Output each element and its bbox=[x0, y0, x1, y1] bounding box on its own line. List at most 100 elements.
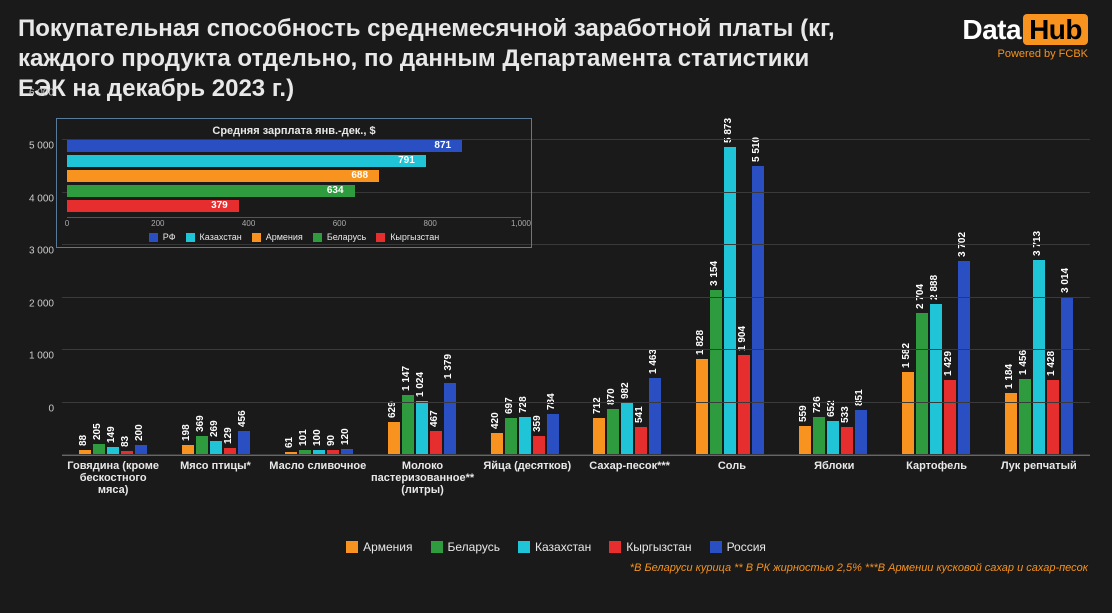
inset-bar-label: 791 bbox=[398, 154, 415, 168]
bar-value-label: 3 154 bbox=[709, 261, 720, 286]
bar-value-label: 369 bbox=[195, 415, 206, 432]
bar: 1 024 bbox=[416, 401, 428, 455]
bar: 5 510 bbox=[752, 166, 764, 455]
bar-value-label: 1 456 bbox=[1018, 350, 1029, 375]
legend-item: Кыргызстан bbox=[609, 540, 691, 554]
y-tick-label: 1 000 bbox=[29, 351, 54, 362]
inset-axis: 02004006008001,000 bbox=[67, 217, 521, 231]
bar-value-label: 88 bbox=[78, 435, 89, 446]
legend-swatch bbox=[710, 541, 722, 553]
legend-label: Армения bbox=[363, 540, 412, 554]
bar: 982 bbox=[621, 403, 633, 455]
bar-value-label: 982 bbox=[620, 383, 631, 400]
y-tick-label: 5 000 bbox=[29, 140, 54, 151]
bar-group: 559726652533851 bbox=[782, 114, 885, 455]
x-axis-labels: Говядина (кроме бескостного мяса)Мясо пт… bbox=[62, 456, 1090, 496]
inset-bar-row: 688 bbox=[67, 169, 521, 183]
legend-swatch bbox=[431, 541, 443, 553]
inset-bars: 871791688634379 bbox=[67, 139, 521, 217]
bar: 3 702 bbox=[958, 261, 970, 455]
legend-label: Кыргызстан bbox=[390, 232, 439, 242]
x-tick-label: Говядина (кроме бескостного мяса) bbox=[62, 456, 164, 496]
bar-value-label: 1 379 bbox=[443, 354, 454, 379]
bar-value-label: 697 bbox=[504, 398, 515, 415]
x-tick-label: Яблоки bbox=[783, 456, 885, 496]
x-tick-label: Яйца (десятков) bbox=[476, 456, 578, 496]
bar-value-label: 726 bbox=[812, 396, 823, 413]
bar-value-label: 1 147 bbox=[401, 366, 412, 391]
x-tick-label: Лук репчатый bbox=[988, 456, 1090, 496]
grid-line bbox=[62, 454, 1090, 455]
logo-part1: Data bbox=[962, 14, 1021, 45]
powered-by: Powered by FCBK bbox=[962, 48, 1088, 60]
legend-item: Россия bbox=[710, 540, 766, 554]
bar-value-label: 851 bbox=[854, 390, 865, 407]
bar: 1 428 bbox=[1047, 380, 1059, 455]
inset-bar-label: 688 bbox=[351, 169, 368, 183]
x-tick-label: Соль bbox=[681, 456, 783, 496]
bar-value-label: 420 bbox=[490, 412, 501, 429]
legend-swatch bbox=[609, 541, 621, 553]
bar: 420 bbox=[491, 433, 503, 455]
bar: 1 582 bbox=[902, 372, 914, 455]
legend-item: Казахстан bbox=[518, 540, 591, 554]
bar-value-label: 269 bbox=[209, 420, 220, 437]
bar-value-label: 1 184 bbox=[1004, 364, 1015, 389]
inset-x-tick: 800 bbox=[424, 219, 437, 228]
inset-bar-row: 379 bbox=[67, 199, 521, 213]
footnote: *В Беларуси курица ** В РК жирностью 2,5… bbox=[0, 554, 1112, 574]
bar-value-label: 629 bbox=[387, 401, 398, 418]
inset-bar-label: 871 bbox=[434, 139, 451, 153]
grid-line bbox=[62, 349, 1090, 350]
bar: 851 bbox=[855, 410, 867, 455]
bar: 2 704 bbox=[916, 313, 928, 455]
bar: 629 bbox=[388, 422, 400, 455]
bar: 467 bbox=[430, 431, 442, 455]
bar: 726 bbox=[813, 417, 825, 455]
bar: 870 bbox=[607, 409, 619, 455]
bar-value-label: 1 024 bbox=[415, 372, 426, 397]
bar-value-label: 90 bbox=[326, 435, 337, 446]
y-tick-label: 6 000 bbox=[29, 88, 54, 99]
inset-bar-label: 379 bbox=[211, 199, 228, 213]
inset-title: Средняя зарплата янв.-дек., $ bbox=[67, 125, 521, 137]
inset-x-tick: 0 bbox=[65, 219, 69, 228]
legend-label: Беларусь bbox=[327, 232, 366, 242]
inset-bar bbox=[67, 170, 379, 182]
legend-swatch bbox=[252, 233, 261, 242]
bar-value-label: 712 bbox=[592, 397, 603, 414]
bar-value-label: 541 bbox=[634, 406, 645, 423]
bar-value-label: 359 bbox=[532, 415, 543, 432]
legend-swatch bbox=[313, 233, 322, 242]
x-tick-label: Масло сливочное bbox=[267, 456, 369, 496]
inset-bar bbox=[67, 140, 462, 152]
inset-x-tick: 400 bbox=[242, 219, 255, 228]
inset-bar bbox=[67, 185, 355, 197]
legend-label: Казахстан bbox=[535, 540, 591, 554]
bar-group: 7128709825411 463 bbox=[576, 114, 679, 455]
bar: 784 bbox=[547, 414, 559, 455]
logo-box: DataHub Powered by FCBK bbox=[962, 14, 1088, 60]
page-title: Покупательная способность среднемесячной… bbox=[18, 14, 838, 104]
logo: DataHub bbox=[962, 14, 1088, 46]
bar: 559 bbox=[799, 426, 811, 455]
inset-bar-row: 871 bbox=[67, 139, 521, 153]
bar-value-label: 533 bbox=[840, 406, 851, 423]
y-axis: 01 0002 0003 0004 0005 0006 000 bbox=[22, 114, 58, 456]
bar-value-label: 1 828 bbox=[695, 330, 706, 355]
bar-value-label: 870 bbox=[606, 389, 617, 406]
bar: 359 bbox=[533, 436, 545, 455]
bar-value-label: 149 bbox=[106, 427, 117, 444]
bar-group: 1 8283 1545 8731 9045 510 bbox=[679, 114, 782, 455]
legend-swatch bbox=[518, 541, 530, 553]
bar-value-label: 3 014 bbox=[1060, 268, 1071, 293]
grid-line bbox=[62, 402, 1090, 403]
bar-value-label: 559 bbox=[798, 405, 809, 422]
inset-chart: Средняя зарплата янв.-дек., $ 8717916886… bbox=[56, 118, 532, 248]
legend-item: Беларусь bbox=[431, 540, 500, 554]
bar: 456 bbox=[238, 431, 250, 455]
inset-x-tick: 200 bbox=[151, 219, 164, 228]
bar: 5 873 bbox=[724, 147, 736, 455]
bar-value-label: 129 bbox=[223, 428, 234, 445]
bar-value-label: 728 bbox=[518, 396, 529, 413]
